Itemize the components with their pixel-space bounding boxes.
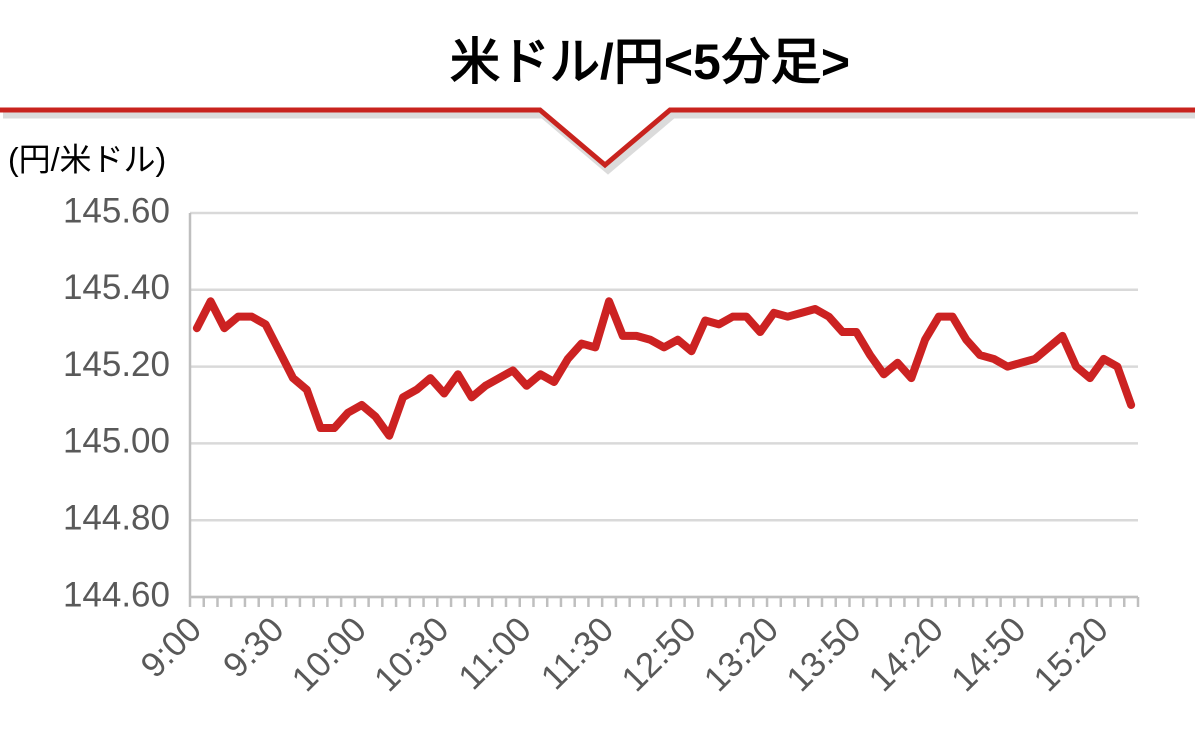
y-tick-label: 145.60 bbox=[63, 191, 170, 230]
y-tick-label: 144.80 bbox=[63, 498, 170, 537]
y-tick-label: 144.60 bbox=[63, 575, 170, 614]
x-tick-label: 9:30 bbox=[216, 610, 292, 686]
x-tick-label: 10:30 bbox=[367, 610, 457, 700]
x-tick-label: 14:20 bbox=[861, 610, 951, 700]
data-line bbox=[192, 297, 1136, 440]
x-tick-label: 9:00 bbox=[133, 610, 209, 686]
y-tick-label: 145.40 bbox=[63, 268, 170, 307]
x-tick-label: 13:50 bbox=[779, 610, 869, 700]
y-axis-label: (円/米ドル) bbox=[8, 141, 166, 177]
y-tick-label: 145.00 bbox=[63, 422, 170, 461]
x-tick-label: 11:00 bbox=[451, 610, 539, 698]
title-rule bbox=[0, 107, 1195, 169]
x-tick-label: 14:50 bbox=[944, 610, 1034, 700]
x-tick-label: 15:20 bbox=[1026, 610, 1116, 700]
x-tick-label: 11:30 bbox=[534, 610, 622, 698]
title-rule-shadow bbox=[3, 111, 1195, 175]
chart-title: 米ドル/円<5分足> bbox=[450, 34, 850, 90]
x-tick-label: 10:00 bbox=[284, 610, 374, 700]
y-tick-label: 145.20 bbox=[63, 345, 170, 384]
x-tick-label: 12:50 bbox=[614, 610, 704, 700]
x-tick-label: 13:20 bbox=[697, 610, 787, 700]
